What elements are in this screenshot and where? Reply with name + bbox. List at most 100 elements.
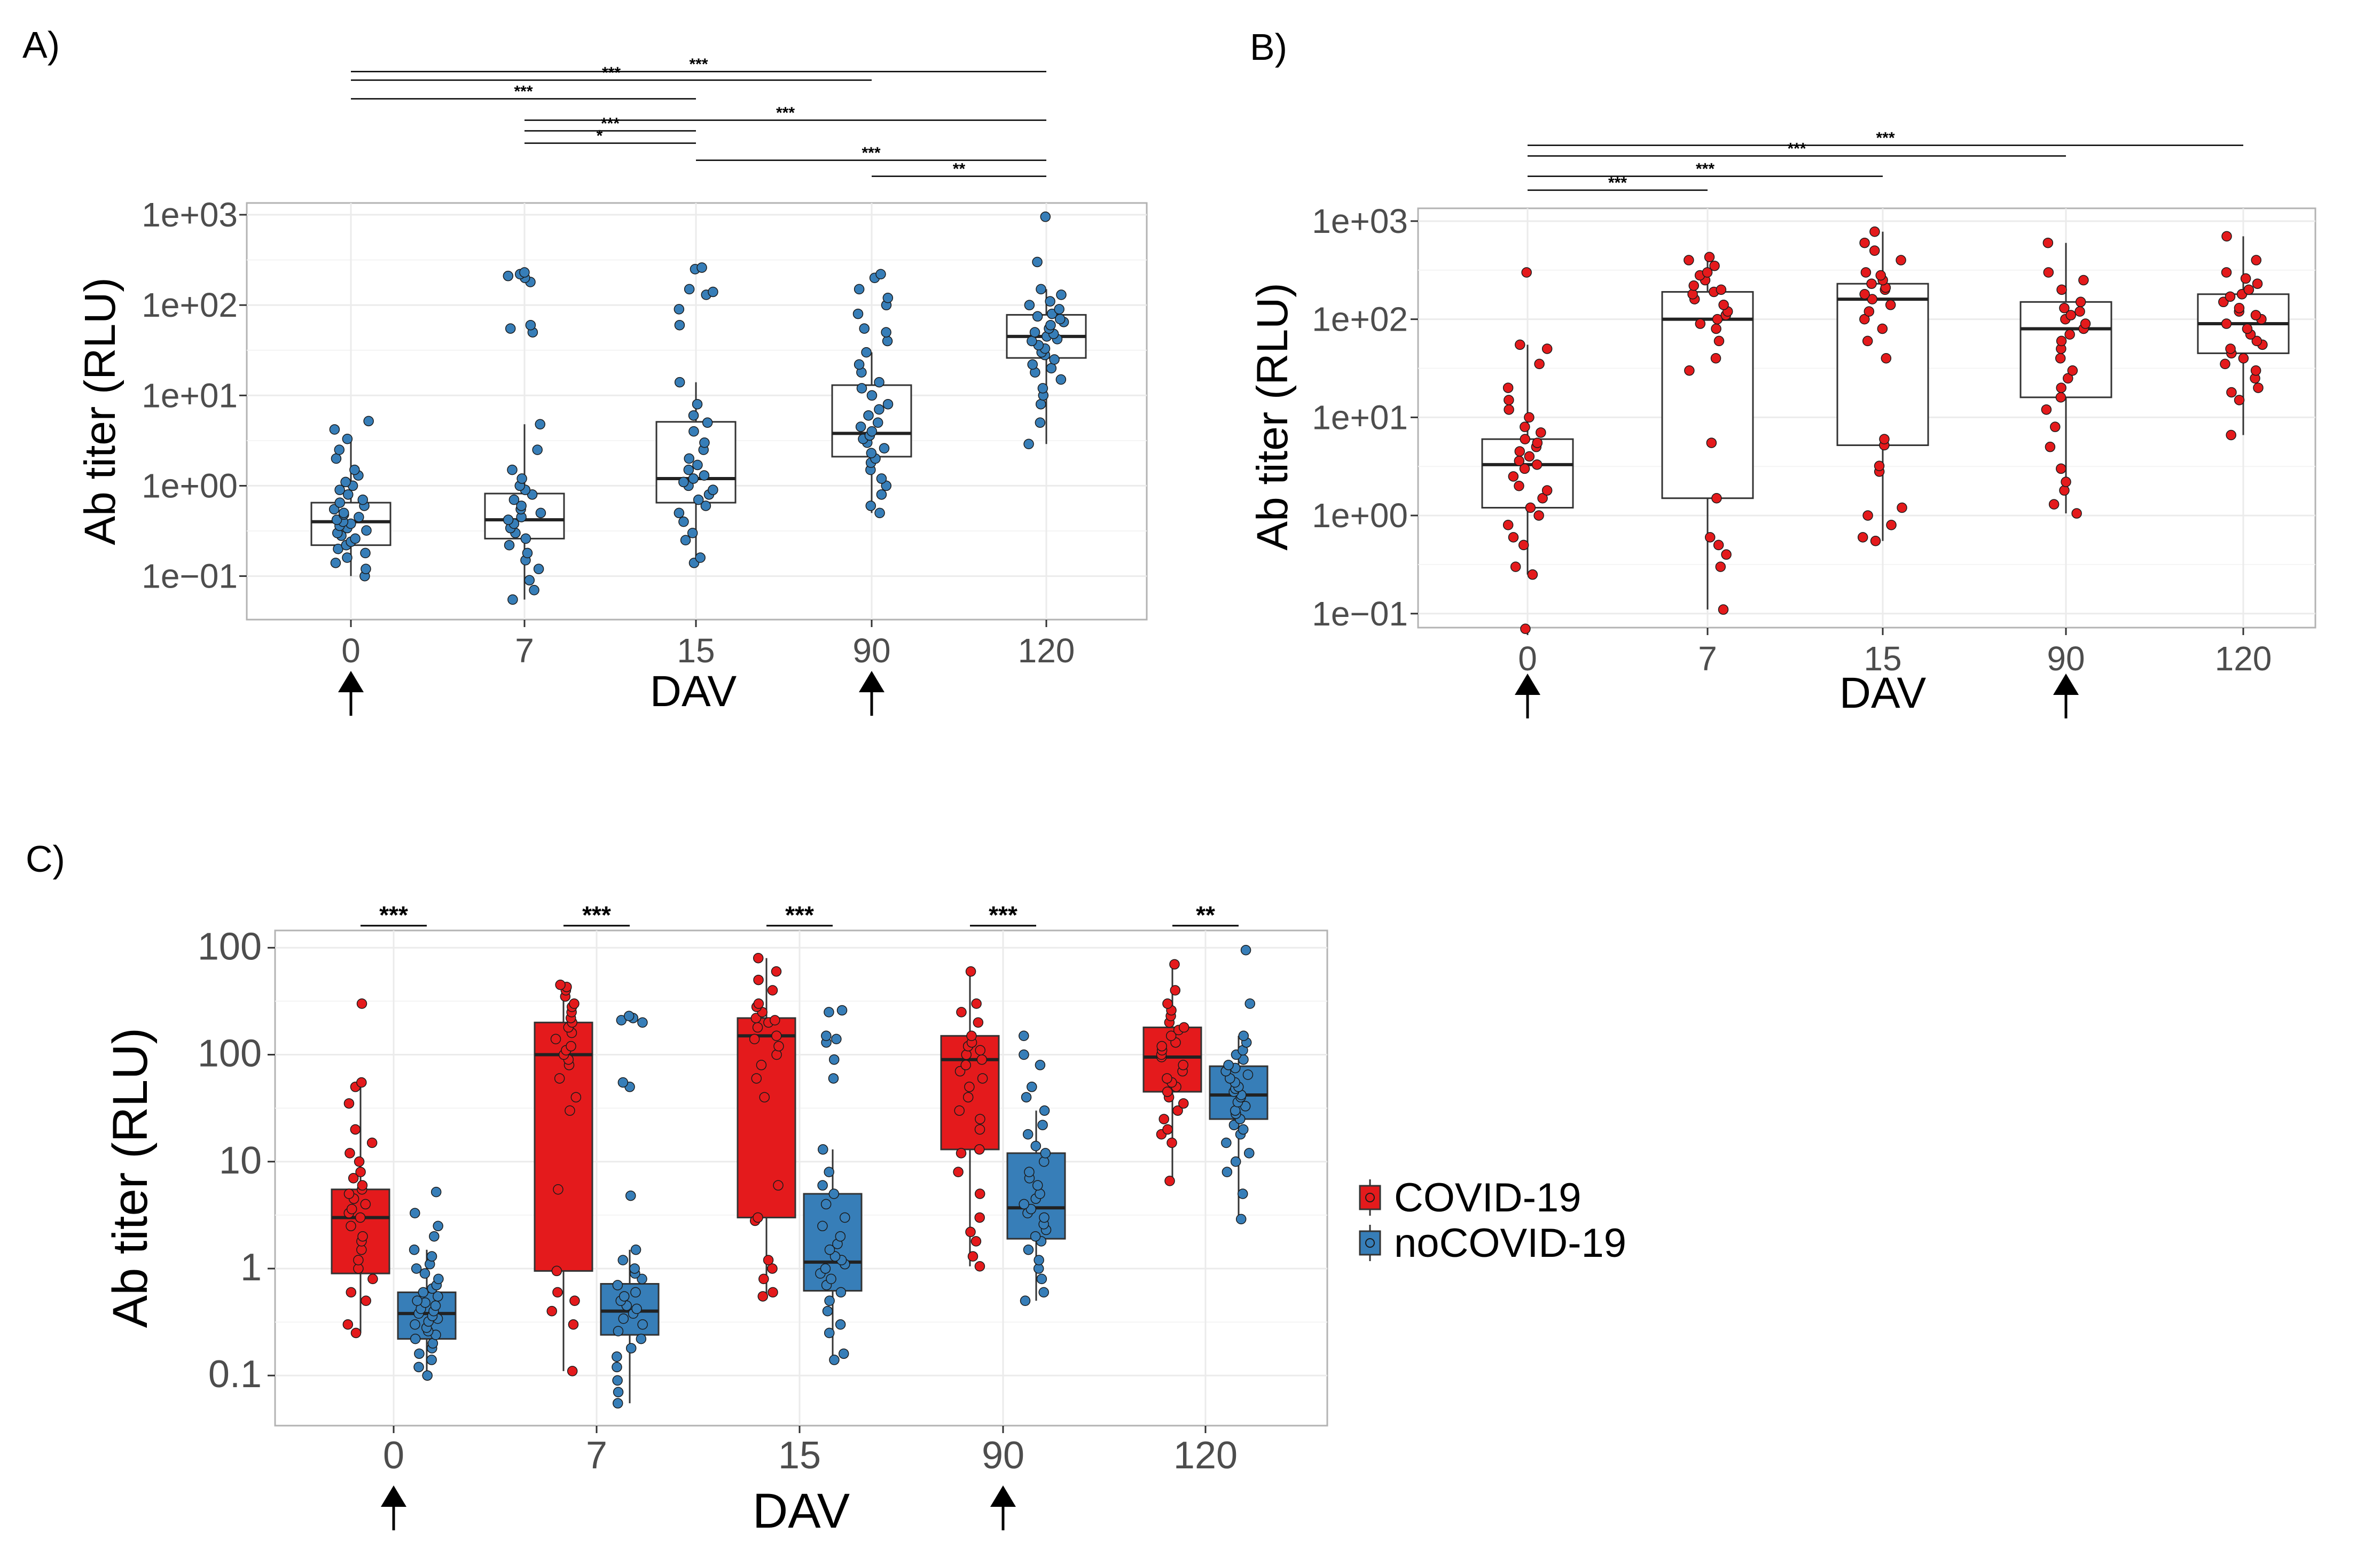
panel-a-dav-15-point (684, 284, 695, 295)
panel-b-dav-7-point (1704, 252, 1715, 263)
panel-c-nocovid-dav-0-point (433, 1291, 443, 1302)
panel-a-dav-7-point (535, 507, 546, 519)
y-tick-label: 10 (219, 1139, 262, 1182)
panel-c-nocovid-dav-7-point (612, 1375, 623, 1386)
panel-c-covid-dav-90-point (965, 1226, 976, 1238)
x-tick-label: 15 (677, 631, 715, 670)
panel-c-nocovid-dav-7-point (618, 1313, 629, 1324)
panel-a-dav-0-point (354, 512, 364, 522)
panel-b-dav-120-point (2226, 429, 2236, 441)
panel-b-dav-15-point (1859, 289, 1870, 300)
panel-a-dav-0-point (330, 558, 341, 568)
panel-c-covid-dav-15-point (751, 1073, 762, 1084)
panel-b-dav-0-point (1510, 561, 1521, 572)
panel-a-dav-0-point (361, 564, 371, 574)
panel-a-dav-15-point (674, 507, 685, 519)
panel-c-covid-dav-7-point (568, 1319, 579, 1330)
panel-a-dav-90-point (875, 269, 886, 280)
panel-a-dav-90-point (863, 410, 874, 421)
panel-c-covid-dav-7-point (570, 1092, 582, 1102)
panel-b-dav-90-point (2041, 404, 2052, 415)
panel-b-dav-15-point (1864, 306, 1875, 317)
panel-a-dav-90-point (865, 500, 876, 511)
panel-b-x-ticks: 0 7 15 90 120 (1518, 628, 2272, 678)
panel-c-nocovid-dav-0-point (410, 1319, 420, 1330)
panel-a-dav-15-point (700, 500, 711, 511)
panel-c-nocovid-dav-7-point (613, 1387, 624, 1397)
panel-c-covid-dav-120-point (1165, 1030, 1177, 1042)
panel-c-covid-dav-0-point (342, 1319, 354, 1330)
panel-c-covid-dav-15-point (773, 1180, 784, 1191)
panel-c-covid-dav-120-point (1169, 959, 1180, 970)
panel-c-nocovid-dav-90-point (1020, 1295, 1031, 1306)
legend-key-point (1365, 1193, 1375, 1202)
panel-c-covid-dav-0-point (361, 1295, 371, 1306)
panel-a-dav-0-point (357, 494, 369, 505)
panel-c-nocovid-dav-15-point (821, 1030, 832, 1042)
panel-b-dav-7-box (1661, 291, 1754, 499)
panel-b-dav-0-point (1521, 267, 1532, 278)
panel-c-nocovid-dav-0-point (409, 1244, 420, 1255)
panel-b-dav-7-point (1706, 437, 1717, 448)
panel-b-x-axis-label: DAV (1839, 669, 1927, 717)
panel-a-dav-15-point (708, 484, 718, 495)
panel-a-x-ticks: 0 7 15 90 120 (341, 620, 1075, 670)
panel-c-nocovid-dav-90-point (1038, 1156, 1050, 1167)
panel-b-dav-0-point (1504, 404, 1514, 415)
panel-c-nocovid-dav-0-point (411, 1263, 422, 1274)
panel-a-dav-120-point (1027, 359, 1038, 370)
panel-a-dav-120-point (1056, 290, 1067, 300)
panel-c-covid-dav-0-point (350, 1124, 361, 1135)
y-tick-label: 1e+03 (1312, 202, 1408, 240)
panel-c-covid-dav-7-point (565, 1105, 575, 1116)
panel-c-nocovid-dav-15-point (828, 1188, 840, 1199)
panel-c-nocovid-dav-7-point (625, 1343, 637, 1354)
panel-c-nocovid-dav-120-point (1240, 945, 1251, 956)
panel-c-nocovid-dav-7-point (619, 1291, 630, 1302)
panel-a-dav-7-point (520, 533, 531, 544)
panel-c-nocovid-dav-90-point (1040, 1148, 1051, 1159)
panel-c-covid-dav-0-point (346, 1287, 357, 1298)
panel-a-dav-15-point (674, 319, 685, 331)
panel-b-dav-15-point (1885, 300, 1896, 310)
panel-a-dav-15-point (687, 528, 698, 538)
panel-c-covid-dav-7-point (569, 998, 580, 1009)
panel-c-nocovid-dav-7-point (631, 1303, 642, 1315)
panel-c-covid-dav-15-point (773, 1041, 784, 1052)
y-tick-label: 1e+03 (142, 195, 238, 234)
panel-c-nocovid-dav-15-point (828, 1054, 840, 1065)
panel-b: B) 1e−01 1e+00 1e+01 1e+02 1e+03 0 7 15 90 120 *… (1248, 26, 2316, 718)
panel-c-nocovid-dav-90-point (1032, 1180, 1043, 1191)
panel-c-nocovid-dav-0-point (426, 1355, 437, 1365)
panel-a-dav-0-point (361, 525, 372, 536)
panel-c-covid-dav-15-box (737, 1017, 796, 1218)
panel-b-dav-0-point (1508, 471, 1519, 482)
panel-a-dav-0-point (338, 507, 349, 519)
panel-c-nocovid-dav-90-point (1019, 1030, 1029, 1042)
panel-c-nocovid-dav-90-point (1030, 1140, 1042, 1152)
panel-c-covid-dav-15-point (757, 1291, 768, 1302)
panel-b-dav-7-point (1684, 255, 1694, 265)
panel-b-dav-7-point (1713, 539, 1724, 551)
panel-b-dav-90-point (2048, 499, 2060, 510)
panel-b-dav-90-point (2071, 508, 2082, 519)
panel-a-significance: ********************* (351, 56, 1046, 178)
panel-b-dav-0-point (1519, 463, 1530, 474)
panel-c-nocovid-dav-15-point (824, 1327, 835, 1339)
panel-b-dav-15-point (1886, 520, 1897, 530)
y-tick-label: 100 (198, 925, 262, 968)
panel-a-dav-15-point (693, 494, 704, 505)
panel-a-dav-90-point (861, 347, 872, 358)
panel-a-dav-7-point (507, 464, 518, 475)
panel-a-dav-0-point (334, 444, 345, 455)
panel-c-nocovid-dav-120-point (1223, 1060, 1234, 1070)
significance-label: ** (953, 160, 966, 178)
panel-c-nocovid-dav-90-point (1027, 1082, 1037, 1092)
y-tick-label: 0.1 (208, 1353, 262, 1396)
panel-c-covid-dav-0-point (366, 1137, 378, 1148)
panel-a-dav-15-point (684, 453, 694, 464)
panel-c-covid-dav-90-point (966, 1030, 977, 1042)
panel-c-covid-dav-7-point (552, 1287, 563, 1298)
panel-b-dav-0-point (1520, 623, 1531, 634)
